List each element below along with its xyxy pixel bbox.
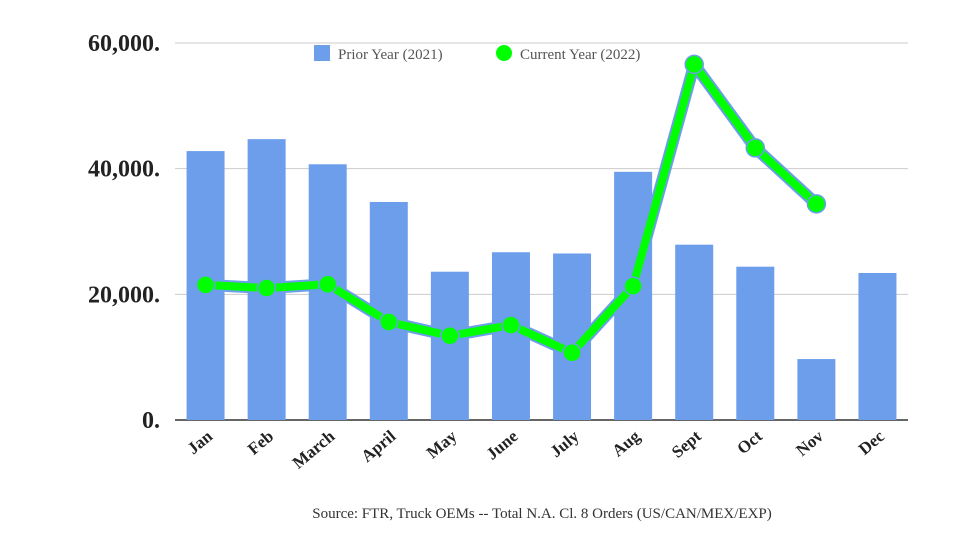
x-tick-label-jan: Jan [184,426,217,458]
point-july [562,343,582,363]
x-tick-label-may: May [423,426,461,462]
point-aug [623,276,643,296]
y-tick-label: 0. [142,408,160,434]
x-tick-label-march: March [289,426,339,472]
legend: Prior Year (2021) Current Year (2022) [314,45,640,63]
legend-label-current-year: Current Year (2022) [520,47,640,63]
bar-may [430,271,469,420]
y-tick-label: 40,000. [88,157,160,183]
x-tick-label-feb: Feb [244,427,277,459]
line-series [195,54,827,363]
legend-label-prior-year: Prior Year (2021) [338,47,443,63]
x-tick-label-nov: Nov [792,426,827,460]
y-tick-label: 20,000. [88,282,160,308]
x-tick-label-july: July [547,426,583,461]
y-tick-label: 60,000. [88,31,160,57]
x-tick-label-june: June [483,426,522,463]
bar-oct [736,266,775,420]
point-nov [806,194,827,214]
point-april [379,312,399,332]
point-oct [745,138,766,158]
legend-swatch-current-year [496,45,512,61]
bar-dec [858,272,897,420]
point-may [440,326,460,346]
x-tick-label-aug: Aug [608,426,644,460]
point-feb [256,278,277,298]
bar-sept [675,244,714,420]
point-jan [195,275,216,295]
x-tick-label-dec: Dec [855,426,889,458]
source-note: Source: FTR, Truck OEMs -- Total N.A. Cl… [312,506,772,522]
legend-swatch-prior-year [314,45,330,61]
x-tick-label-april: April [357,426,399,466]
bar-nov [797,359,836,420]
x-tick-label-sept: Sept [668,426,705,461]
point-march [317,274,338,295]
point-june [501,315,521,335]
point-sept [684,54,704,75]
x-tick-label-oct: Oct [733,426,766,458]
grid-lines [175,42,908,421]
y-axis-ticks: 0. 20,000. 40,000. 60,000. [88,31,160,434]
x-axis-ticks: Jan Feb March April May June July Aug Sept Oct Nov… [184,426,889,472]
